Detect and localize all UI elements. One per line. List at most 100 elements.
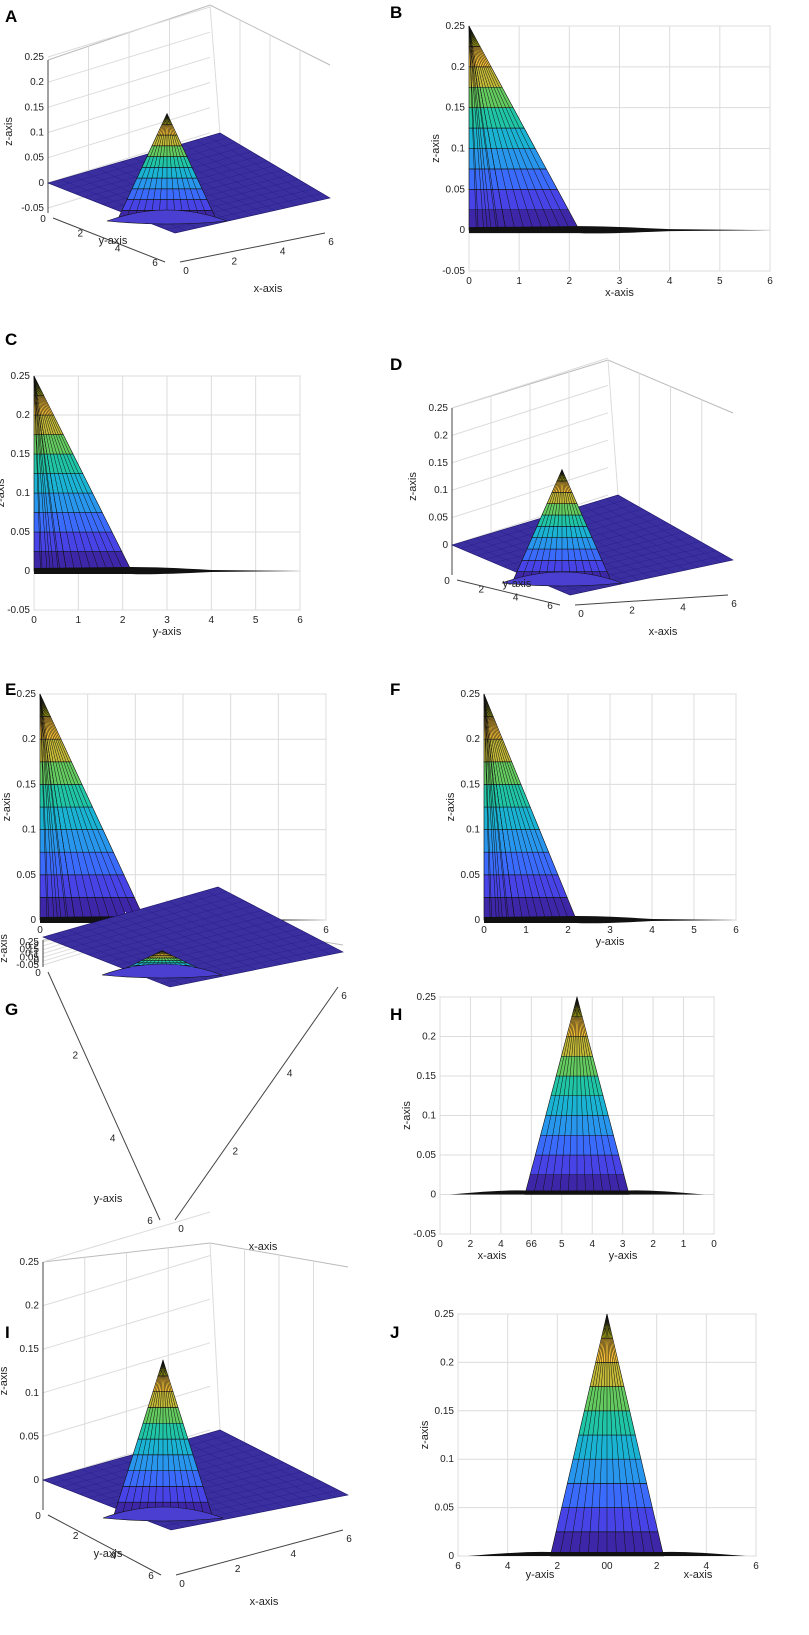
y-tick-label: 4 (513, 593, 519, 604)
x-tick-label: 4 (680, 602, 686, 613)
y-tick-label: 0 (444, 576, 450, 587)
y-tick-label: 4 (111, 1551, 117, 1562)
x-tick-label: 00 (601, 1561, 613, 1572)
surface-mesh-line (553, 469, 563, 584)
surface-mesh-line (33, 375, 75, 572)
z-tick-label: 0.2 (25, 941, 39, 952)
z-tick-label: 0.1 (434, 485, 448, 496)
surface-mesh-line (468, 25, 553, 231)
surface-mesh-line (142, 908, 269, 968)
panel-label-e: E (5, 680, 16, 699)
surface-mesh-line (483, 693, 569, 921)
x-tick-label: 2 (567, 276, 573, 287)
x-axis-label: y-axis (596, 936, 625, 948)
surface-mesh-line (194, 1436, 323, 1501)
x-axis-line (174, 986, 339, 1221)
grid-line-z (47, 6, 211, 58)
panel-label-b: B (390, 3, 402, 22)
surface-mesh-line (561, 469, 596, 584)
surface-mesh-line (33, 375, 100, 572)
y-tick-label: 2 (73, 1051, 79, 1062)
surface-mesh-line (39, 693, 48, 921)
surface-mesh-line (33, 375, 84, 572)
z-tick-label: 0.1 (422, 1111, 436, 1122)
z-tick-label: 0.25 (435, 1309, 455, 1320)
panel-j: J6 4 2 00 2 4 600.050.10.150.20.25z-axisy-axis… (390, 1309, 759, 1581)
surface-mesh-line (468, 25, 488, 231)
x-tick-label: 6 (297, 615, 303, 626)
surface-mesh-line (468, 25, 477, 231)
surface-mesh-line (33, 375, 54, 572)
panel-label-c: C (5, 330, 17, 349)
x-tick-label: 4 (667, 276, 673, 287)
surface-mesh-line (205, 890, 331, 955)
x-tick-label: 2 (233, 1146, 239, 1157)
surface-mesh-line (154, 1360, 164, 1519)
grid-line-z (42, 1255, 211, 1307)
z-tick-label: 0 (459, 225, 465, 236)
x-tick-label: 3 (620, 1239, 626, 1250)
z-tick-label: 0.25 (25, 52, 45, 63)
surface-mesh-line (33, 375, 108, 572)
z-tick-label: 0 (24, 566, 30, 577)
y-tick-label: 2 (73, 1531, 79, 1542)
z-tick-label: 0.2 (16, 410, 30, 421)
surface-mesh-line (483, 693, 500, 921)
surface-mesh-line (483, 693, 503, 921)
x-tick-label: 2 (650, 1239, 656, 1250)
surface-dip (106, 209, 228, 225)
surface-mesh-line (162, 1360, 172, 1519)
surface-mesh-line (483, 693, 492, 921)
z-tick-label: 0 (442, 540, 448, 551)
x-tick-label: 0 (578, 609, 584, 620)
z-tick-label: 0.2 (30, 77, 44, 88)
surface-mesh-line (468, 25, 484, 231)
z-tick-label: 0.1 (30, 128, 44, 139)
grid-line-z (47, 107, 211, 159)
z-tick-label: 0.15 (446, 103, 466, 114)
x-tick-label: 4 (291, 1549, 297, 1560)
x-tick-label: 3 (617, 276, 623, 287)
panel-label-h: H (390, 1005, 402, 1024)
surface-mesh-line (33, 375, 116, 572)
surface-mesh-line (483, 693, 531, 921)
x-tick-label: 0 (437, 1239, 443, 1250)
z-tick-label: -0.05 (7, 605, 30, 616)
z-tick-label: 0.1 (440, 1454, 454, 1465)
x-tick-label: 2 (629, 606, 635, 617)
x-tick-label: 4 (589, 1239, 595, 1250)
z-tick-label: 0.1 (25, 949, 39, 960)
back-wall-top (451, 359, 734, 414)
x-tick-label: 0 (711, 1239, 717, 1250)
z-axis-label: z-axis (3, 117, 15, 146)
z-tick-label: 0.25 (17, 689, 37, 700)
y-tick-label: 6 (147, 1216, 153, 1227)
z-tick-label: 0 (430, 1190, 436, 1201)
x-tick-label: 6 (323, 925, 329, 936)
z-tick-label: 0 (448, 1551, 454, 1562)
x-axis-label: x-axis (478, 1250, 507, 1262)
panel-label-i: I (5, 1323, 10, 1342)
back-wall-edge (607, 359, 619, 496)
x-axis-line (179, 232, 326, 263)
panel-label-j: J (390, 1323, 399, 1342)
z-tick-label: 0.15 (17, 779, 37, 790)
surface-mesh-line (528, 469, 563, 584)
z-tick-label: 0.05 (446, 184, 466, 195)
grid-line-z (42, 1298, 211, 1350)
surface-mesh-line (150, 113, 168, 222)
z-axis-label: z-axis (445, 792, 457, 821)
x-tick-label: 6 (455, 1561, 461, 1572)
surface-mesh-line (582, 505, 699, 568)
surface-mesh-line (468, 25, 543, 231)
surface-mesh-line (121, 1360, 164, 1519)
surface-mesh-line (542, 996, 578, 1195)
x-axis-label: x-axis (250, 1596, 279, 1608)
grid-line-z (47, 132, 211, 184)
z-tick-label: 0.2 (466, 734, 480, 745)
grid-line-z (42, 1342, 211, 1394)
z-tick-label: 0.15 (417, 1071, 437, 1082)
x-tick-label: 4 (649, 925, 655, 936)
surface-mesh-line (33, 375, 124, 572)
